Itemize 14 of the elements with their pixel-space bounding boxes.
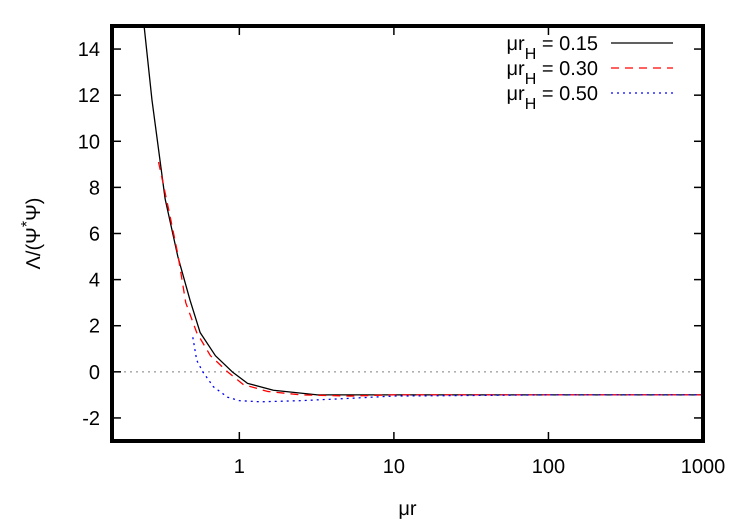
x-tick-label: 1 [234, 456, 245, 478]
y-tick-label: 8 [88, 177, 100, 200]
y-tick-label: 4 [88, 270, 100, 292]
x-tick-label: 100 [532, 456, 566, 478]
y-tick-label: -2 [82, 408, 100, 430]
y-tick-label: 2 [88, 316, 100, 338]
y-tick-label: 6 [88, 224, 100, 246]
x-tick-label: 10 [382, 456, 406, 478]
y-tick-label: 0 [88, 362, 100, 384]
y-tick-label: 12 [78, 85, 100, 108]
x-tick-label: 1000 [680, 456, 726, 478]
y-tick-label: 14 [78, 39, 100, 62]
x-axis-title: μr [398, 498, 417, 520]
y-tick-label: 10 [78, 131, 100, 154]
